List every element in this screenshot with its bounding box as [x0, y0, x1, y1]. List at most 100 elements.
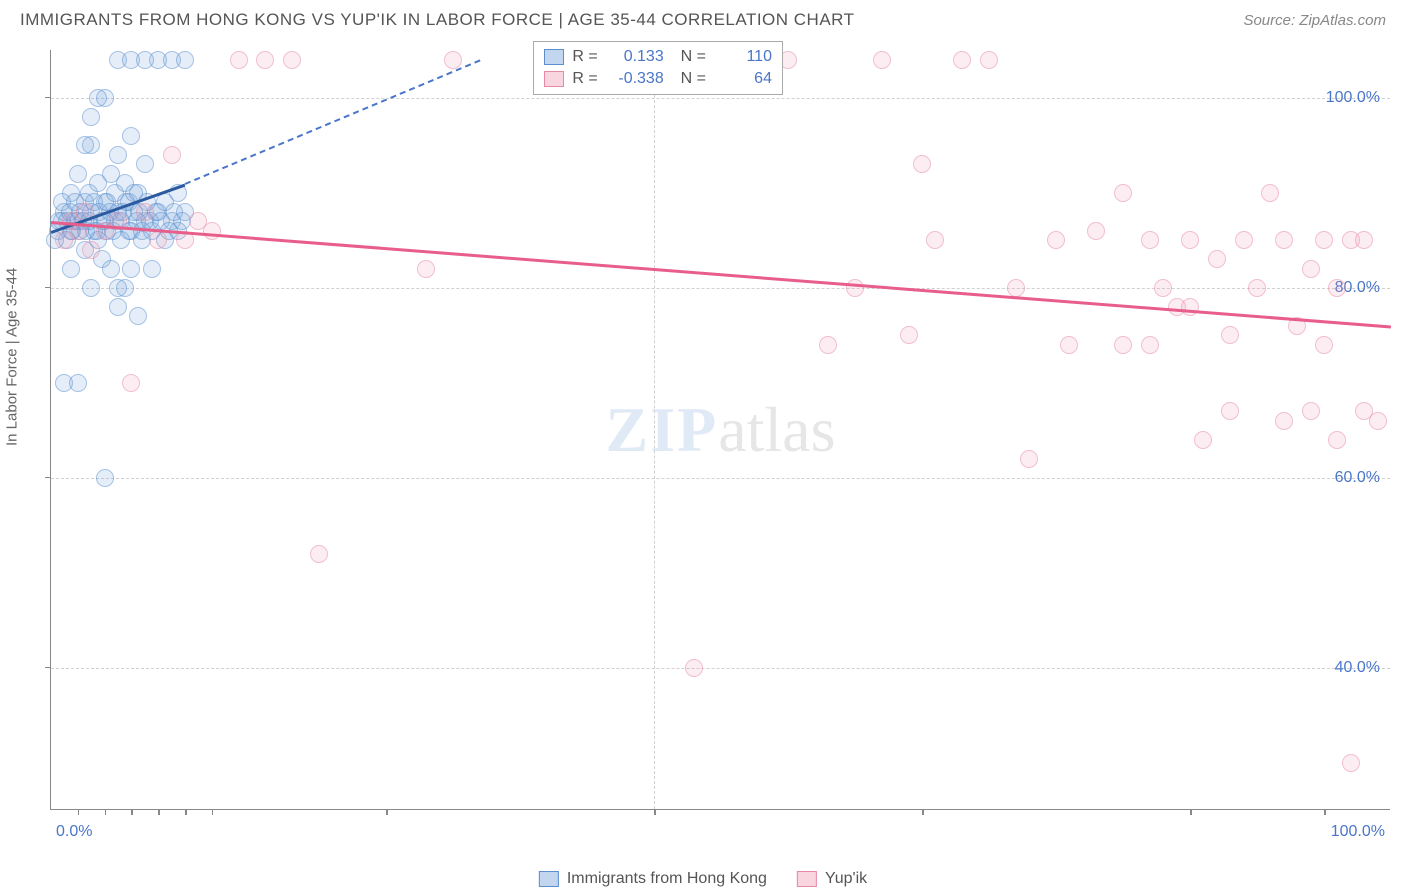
data-point — [1369, 412, 1387, 430]
data-point — [846, 279, 864, 297]
gridline — [51, 98, 1390, 99]
data-point — [143, 260, 161, 278]
y-axis-label: In Labor Force | Age 35-44 — [4, 268, 21, 446]
data-point — [1355, 231, 1373, 249]
data-point — [1114, 184, 1132, 202]
x-tick-label: 100.0% — [1331, 823, 1385, 841]
data-point — [1248, 279, 1266, 297]
data-point — [444, 51, 462, 69]
correlation-legend: R = 0.133 N = 110 R = -0.338 N = 64 — [533, 41, 783, 95]
legend-n-label: N = — [672, 70, 706, 88]
data-point — [1221, 402, 1239, 420]
data-point — [310, 545, 328, 563]
legend-swatch-icon — [544, 49, 564, 65]
data-point — [1221, 326, 1239, 344]
legend-r-value: 0.133 — [606, 48, 664, 66]
data-point — [283, 51, 301, 69]
data-point — [1315, 336, 1333, 354]
gridline — [51, 288, 1390, 289]
data-point — [136, 155, 154, 173]
data-point — [1114, 336, 1132, 354]
data-point — [1208, 250, 1226, 268]
data-point — [69, 374, 87, 392]
data-point — [1275, 231, 1293, 249]
data-point — [1060, 336, 1078, 354]
data-point — [82, 241, 100, 259]
data-point — [230, 51, 248, 69]
chart-title: IMMIGRANTS FROM HONG KONG VS YUP'IK IN L… — [20, 10, 855, 30]
legend-swatch-icon — [544, 71, 564, 87]
scatter-chart: ZIPatlas 40.0%60.0%80.0%100.0%0.0%100.0%… — [50, 50, 1390, 810]
legend-r-value: -0.338 — [606, 70, 664, 88]
data-point — [1328, 279, 1346, 297]
data-point — [1194, 431, 1212, 449]
x-tick-label: 0.0% — [56, 823, 92, 841]
legend-label: Yup'ik — [825, 870, 867, 888]
data-point — [1342, 754, 1360, 772]
bottom-legend: Immigrants from Hong Kong Yup'ik — [539, 870, 867, 888]
y-tick-label: 100.0% — [1326, 89, 1380, 107]
data-point — [1328, 431, 1346, 449]
data-point — [1141, 231, 1159, 249]
y-tick-label: 40.0% — [1335, 659, 1380, 677]
legend-item-series2: Yup'ik — [797, 870, 867, 888]
data-point — [1302, 260, 1320, 278]
source-attribution: Source: ZipAtlas.com — [1243, 12, 1386, 29]
data-point — [1141, 336, 1159, 354]
data-point — [1047, 231, 1065, 249]
data-point — [109, 146, 127, 164]
data-point — [109, 298, 127, 316]
data-point — [1087, 222, 1105, 240]
data-point — [417, 260, 435, 278]
gridline — [51, 478, 1390, 479]
data-point — [1315, 231, 1333, 249]
gridline — [654, 50, 655, 809]
legend-n-value: 110 — [714, 48, 772, 66]
data-point — [129, 307, 147, 325]
data-point — [926, 231, 944, 249]
data-point — [1154, 279, 1172, 297]
legend-item-series1: Immigrants from Hong Kong — [539, 870, 767, 888]
data-point — [176, 51, 194, 69]
data-point — [122, 127, 140, 145]
data-point — [89, 89, 107, 107]
legend-r-label: R = — [572, 70, 597, 88]
data-point — [1020, 450, 1038, 468]
data-point — [913, 155, 931, 173]
data-point — [256, 51, 274, 69]
data-point — [685, 659, 703, 677]
data-point — [980, 51, 998, 69]
legend-label: Immigrants from Hong Kong — [567, 870, 767, 888]
legend-swatch-icon — [539, 871, 559, 887]
data-point — [69, 165, 87, 183]
data-point — [1007, 279, 1025, 297]
data-point — [819, 336, 837, 354]
data-point — [1302, 402, 1320, 420]
data-point — [1261, 184, 1279, 202]
data-point — [102, 260, 120, 278]
data-point — [149, 231, 167, 249]
data-point — [82, 279, 100, 297]
data-point — [189, 212, 207, 230]
data-point — [122, 374, 140, 392]
data-point — [1181, 231, 1199, 249]
legend-r-label: R = — [572, 48, 597, 66]
data-point — [76, 136, 94, 154]
legend-n-label: N = — [672, 48, 706, 66]
watermark: ZIPatlas — [606, 393, 836, 467]
y-tick-label: 60.0% — [1335, 469, 1380, 487]
gridline — [51, 668, 1390, 669]
data-point — [62, 260, 80, 278]
data-point — [873, 51, 891, 69]
data-point — [163, 146, 181, 164]
data-point — [1275, 412, 1293, 430]
data-point — [82, 108, 100, 126]
data-point — [122, 260, 140, 278]
data-point — [1235, 231, 1253, 249]
trend-line — [185, 60, 481, 185]
data-point — [900, 326, 918, 344]
data-point — [109, 279, 127, 297]
data-point — [953, 51, 971, 69]
legend-n-value: 64 — [714, 70, 772, 88]
data-point — [136, 203, 154, 221]
